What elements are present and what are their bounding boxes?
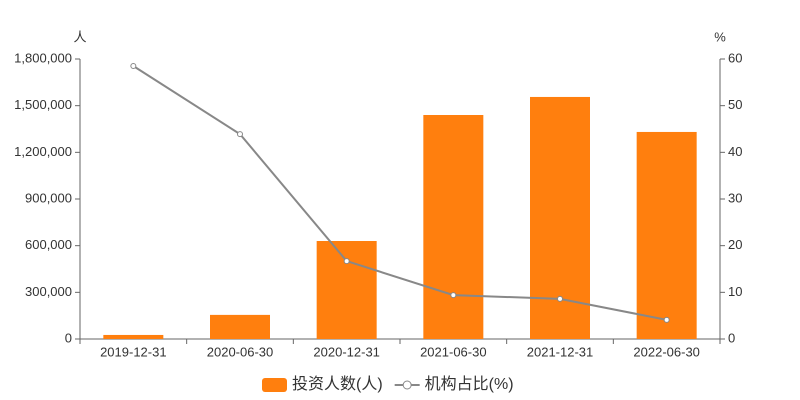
y-tick-label: 600,000 <box>25 237 72 252</box>
y2-tick-label: 20 <box>728 237 742 252</box>
bar <box>316 241 377 339</box>
x-tick-label: 2019-12-31 <box>100 344 167 359</box>
x-tick-label: 2020-12-31 <box>313 344 380 359</box>
bar <box>210 314 270 339</box>
y-tick-label: 1,200,000 <box>14 144 72 159</box>
y2-tick-label: 60 <box>728 50 742 65</box>
line-point <box>237 131 243 138</box>
line <box>132 65 667 321</box>
x-tick-label: 2020-06-30 <box>207 344 274 359</box>
y-tick-label: 300,000 <box>25 284 72 299</box>
y2-tick-label: 50 <box>728 97 742 112</box>
y-axis-unit: 人 <box>73 29 86 44</box>
bar <box>423 115 484 339</box>
line-point <box>663 316 670 323</box>
legend-swatch <box>262 378 287 392</box>
legend-swatch-point <box>402 380 412 390</box>
bar <box>636 131 697 339</box>
y-tick-label: 900,000 <box>25 190 72 205</box>
line-point <box>130 63 137 69</box>
x-tick-label: 2021-12-31 <box>527 344 594 359</box>
y2-tick-label: 10 <box>728 284 742 299</box>
line-point <box>343 258 350 265</box>
y2-tick-label: 0 <box>728 330 735 345</box>
y-tick-label: 0 <box>65 330 72 345</box>
y2-tick-label: 40 <box>728 144 742 159</box>
x-tick-label: 2022-06-30 <box>633 344 700 359</box>
x-tick-label: 2021-06-30 <box>420 344 487 359</box>
y2-axis-unit: % <box>714 29 726 44</box>
legend-label: 投资人数(人) <box>292 375 383 393</box>
y-tick-label: 1,500,000 <box>14 97 72 112</box>
line-point <box>557 295 563 302</box>
line-point <box>450 292 457 299</box>
legend-label: 机构占比(%) <box>425 375 514 393</box>
y-tick-label: 1,800,000 <box>14 50 72 65</box>
y2-tick-label: 30 <box>728 190 742 205</box>
bar <box>103 334 164 339</box>
